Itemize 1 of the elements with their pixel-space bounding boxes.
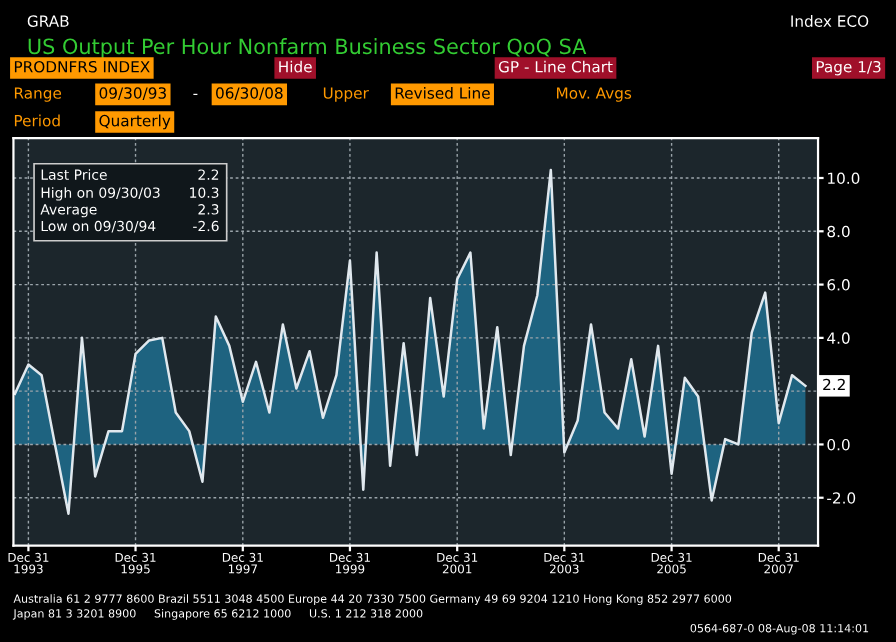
chart-title: US Output Per Hour Nonfarm Business Sector QoQ SA [28, 38, 587, 59]
